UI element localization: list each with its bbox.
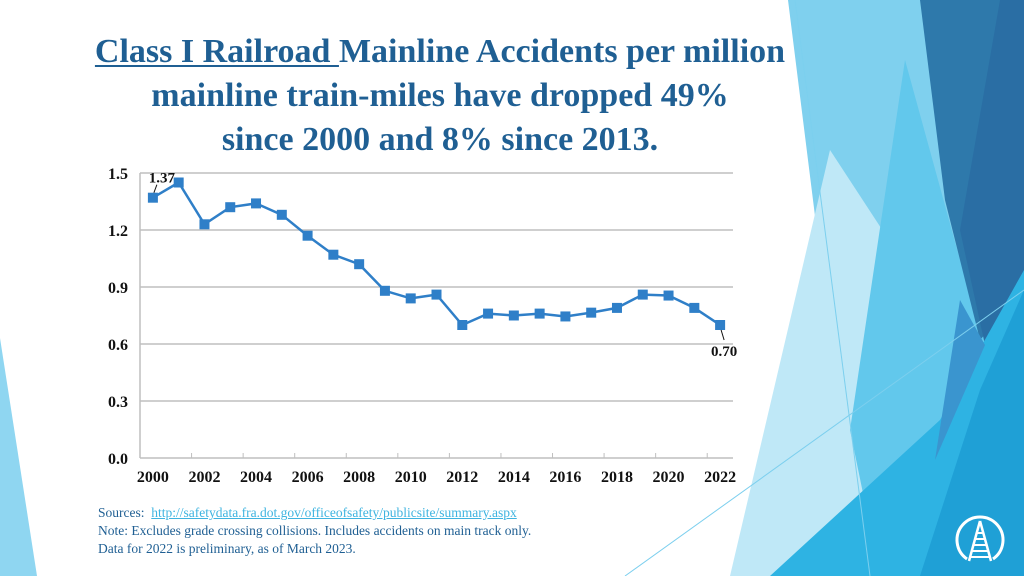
bg-shape-mid-blue <box>935 300 985 460</box>
bg-thin-line-1 <box>794 0 871 576</box>
data-point-marker <box>586 307 597 318</box>
y-tick-label: 1.2 <box>108 223 128 240</box>
title-line3: since 2000 and 8% since 2013. <box>221 121 659 158</box>
x-tick-label: 2000 <box>137 469 169 486</box>
x-tick-label: 2004 <box>240 469 272 486</box>
data-point-marker <box>689 302 700 313</box>
x-tick-label: 2022 <box>704 469 736 486</box>
x-tick-label: 2020 <box>653 469 685 486</box>
data-point-marker <box>328 249 339 260</box>
x-tick-label: 2010 <box>395 469 427 486</box>
data-point-marker <box>379 285 390 296</box>
data-point-marker <box>225 202 236 213</box>
data-point-marker <box>354 259 365 270</box>
data-point-marker <box>302 230 313 241</box>
data-point-marker <box>560 311 571 322</box>
chart-annotations: 1.37 0.70 <box>149 171 737 360</box>
data-point-marker <box>611 302 622 313</box>
data-point-marker <box>276 209 287 220</box>
x-tick-label: 2016 <box>549 469 581 486</box>
sources-link[interactable]: http://safetydata.fra.dot.gov/officeofsa… <box>151 505 517 520</box>
y-tick-label: 0.6 <box>108 337 128 354</box>
data-point-marker <box>508 310 519 321</box>
title-line2: mainline train-miles have dropped 49% <box>151 77 729 114</box>
y-tick-label: 0.9 <box>108 280 128 297</box>
bg-left-triangle <box>0 338 37 576</box>
data-label: 0.70 <box>711 344 737 360</box>
y-tick-label: 1.5 <box>108 166 128 183</box>
y-tick-label: 0.0 <box>108 451 128 468</box>
title-underlined-text: Class I Railroad <box>94 33 339 70</box>
x-tick-label: 2018 <box>601 469 633 486</box>
chart-series <box>147 177 726 330</box>
chart-gridlines <box>140 172 733 402</box>
series-line <box>152 180 721 327</box>
y-axis-tick-labels: 0.0 0.3 0.6 0.9 1.2 1.5 <box>108 166 128 468</box>
note-line-2: Data for 2022 is preliminary, as of Marc… <box>98 541 356 556</box>
sources-label: Sources: <box>98 505 145 520</box>
bg-shape-blue-bottom <box>920 290 1024 576</box>
data-point-marker <box>199 219 210 230</box>
data-point-marker <box>173 177 184 188</box>
data-point-marker <box>637 289 648 300</box>
x-tick-label: 2012 <box>446 469 478 486</box>
slide-title: Class I Railroad Mainline Accidents per … <box>60 30 820 162</box>
data-point-marker <box>663 290 674 301</box>
data-point-marker <box>405 293 416 304</box>
x-tick-label: 2006 <box>292 469 324 486</box>
chart-axes <box>139 173 733 459</box>
data-point-marker <box>457 320 468 330</box>
x-axis-tick-labels: 2000 2002 2004 2006 2008 2010 2012 2014 2016 2018… <box>137 469 736 486</box>
annotation-leader-line <box>720 329 725 341</box>
data-point-marker <box>715 320 726 330</box>
bg-thin-line-2 <box>624 289 1024 576</box>
title-line1-text: Mainline Accidents per million <box>338 33 786 70</box>
x-tick-label: 2008 <box>343 469 375 486</box>
data-point-marker <box>431 289 442 300</box>
data-point-marker <box>147 192 158 203</box>
data-point-marker <box>483 308 494 319</box>
x-tick-label: 2002 <box>188 469 220 486</box>
railroad-track-icon <box>955 515 1005 562</box>
y-tick-label: 0.3 <box>108 394 128 411</box>
data-point-marker <box>534 308 545 319</box>
annotation-leader-line <box>153 184 158 193</box>
note-line-1: Note: Excludes grade crossing collisions… <box>98 523 532 538</box>
data-point-marker <box>251 198 262 209</box>
data-label: 1.37 <box>149 171 176 187</box>
bg-shape-darkblue-2 <box>960 0 1024 345</box>
x-tick-label: 2014 <box>498 469 530 486</box>
source-notes: Sources: http://safetydata.fra.dot.gov/o… <box>98 504 531 558</box>
